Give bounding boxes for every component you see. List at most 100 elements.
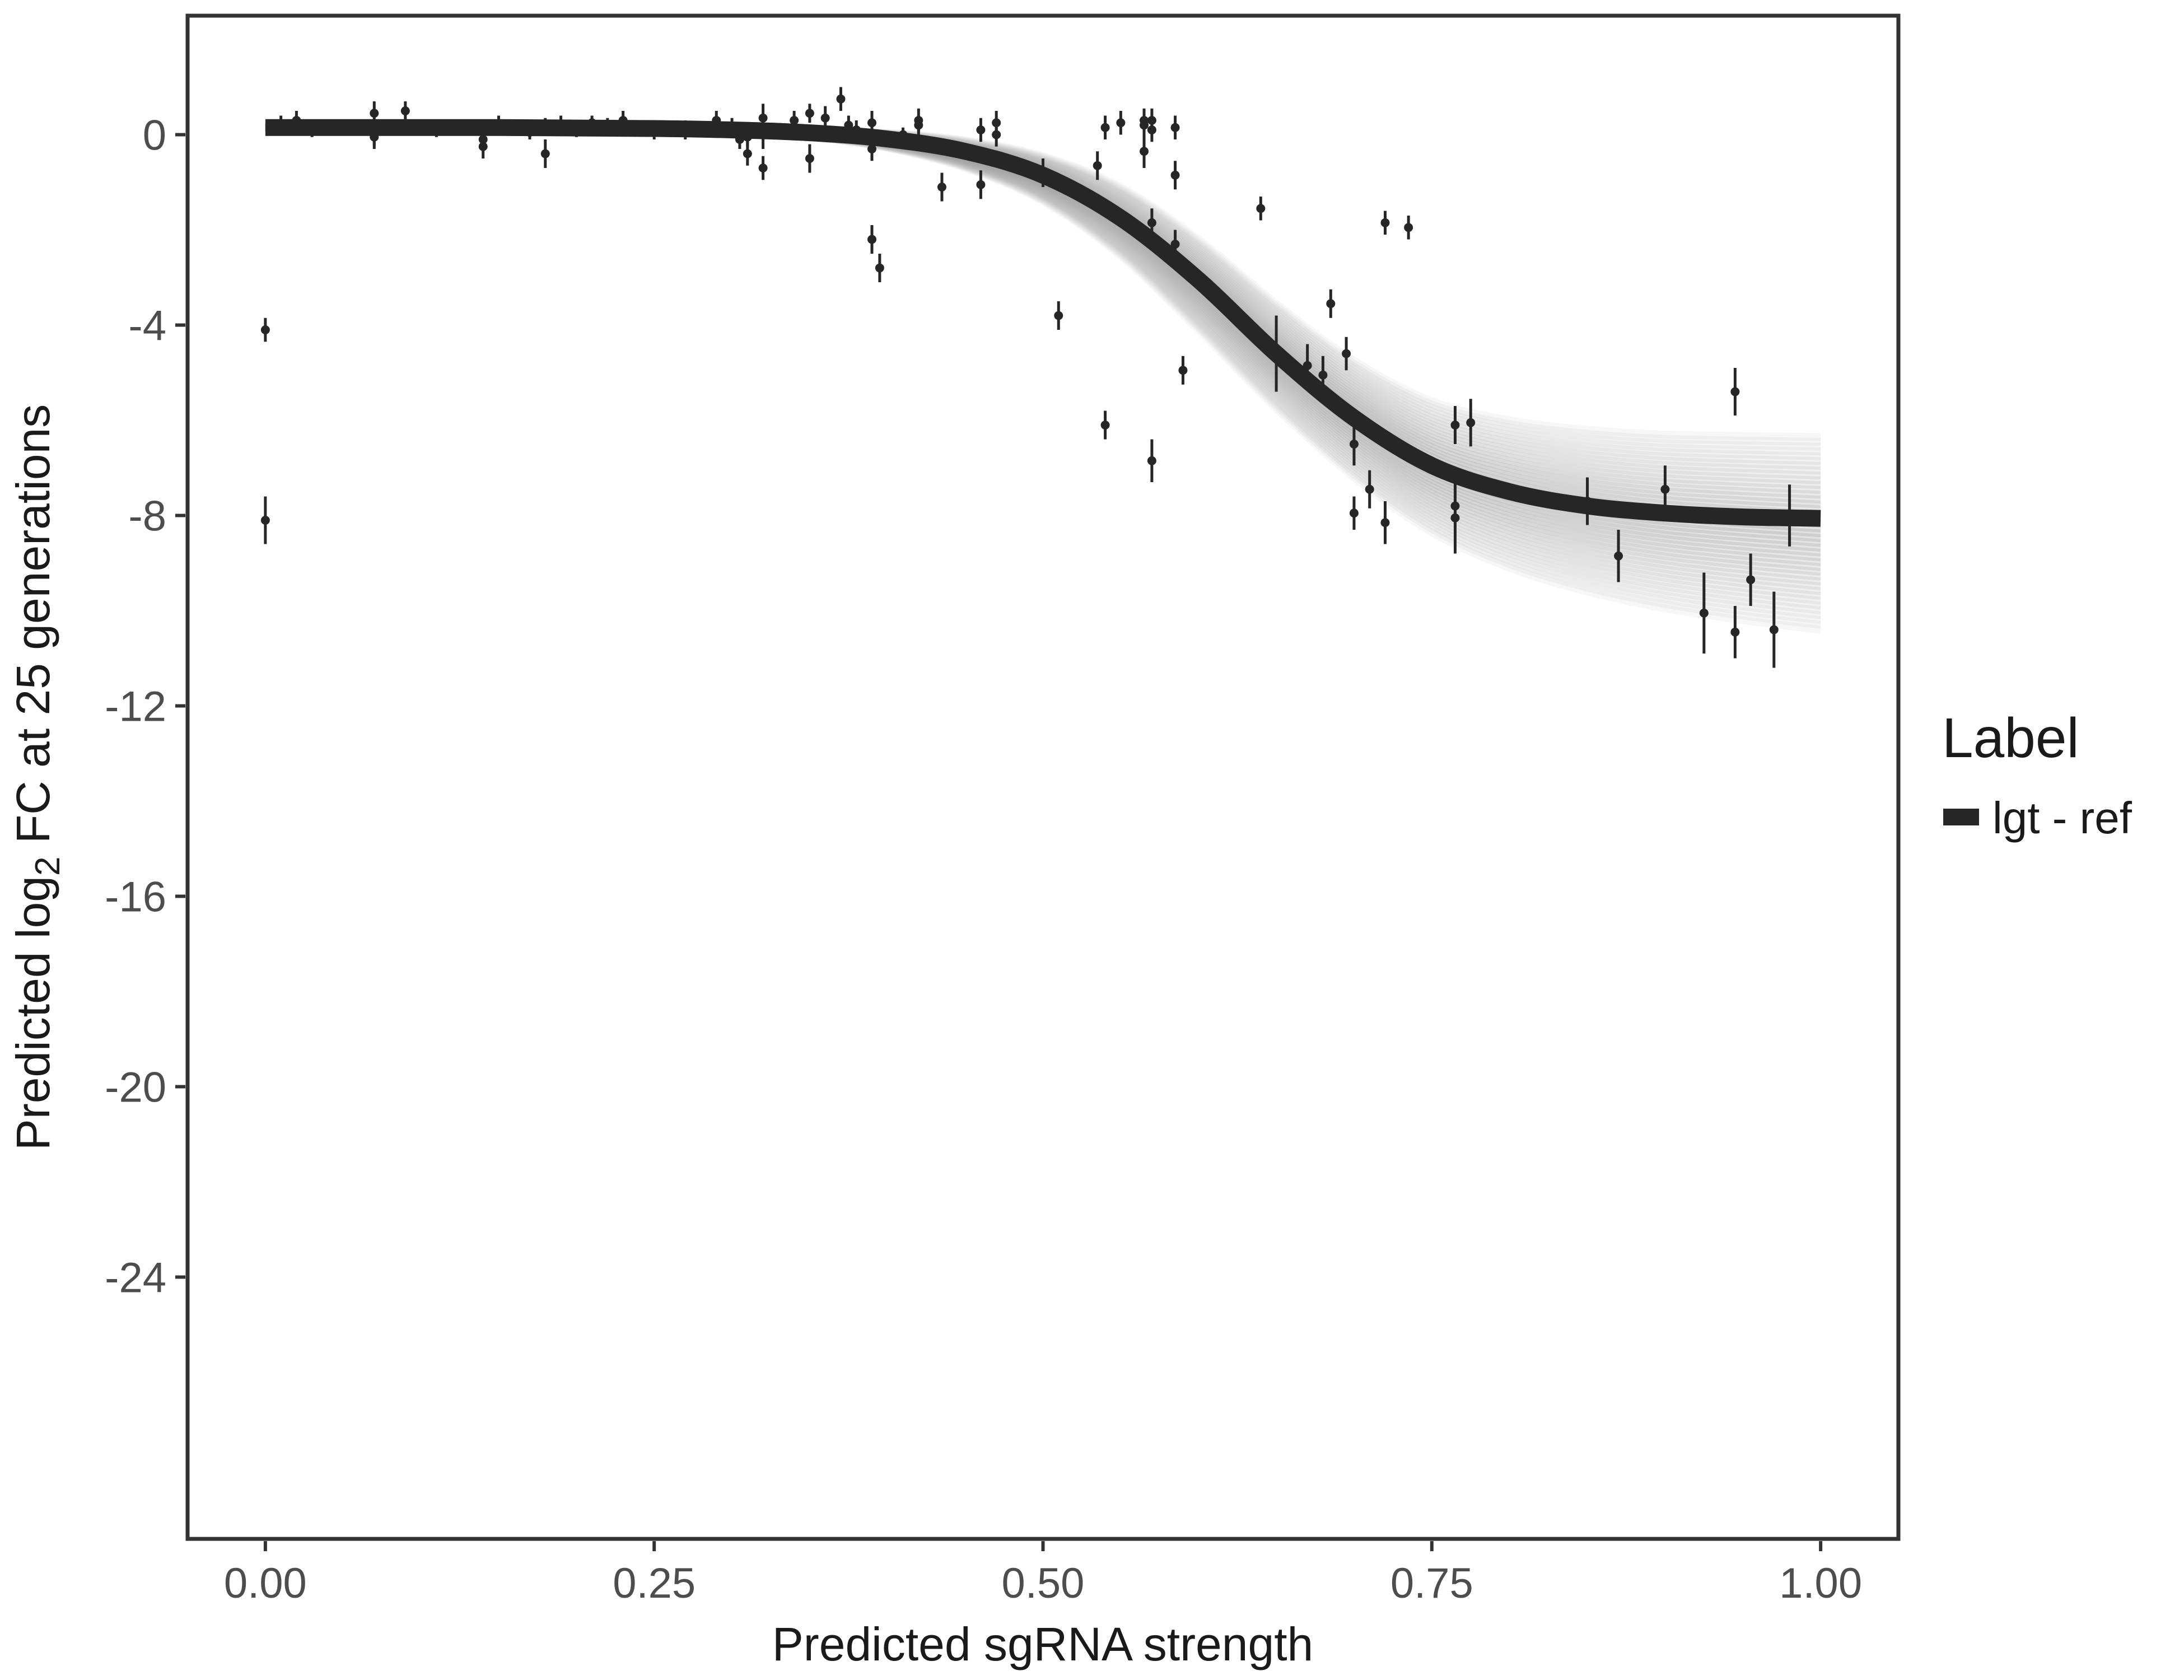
- data-point: [1038, 168, 1048, 178]
- data-point: [540, 149, 550, 158]
- data-point: [276, 120, 286, 130]
- data-point: [836, 94, 846, 104]
- data-point: [852, 125, 861, 134]
- x-tick-label: 0.25: [613, 1560, 696, 1607]
- data-point: [1614, 551, 1623, 561]
- data-point: [370, 109, 379, 118]
- x-axis-title: Predicted sgRNA strength: [772, 1618, 1314, 1670]
- y-axis-title-prefix: Predicted log: [7, 876, 59, 1150]
- fit-curve-layer: [265, 119, 1821, 527]
- data-point: [1380, 218, 1390, 227]
- data-point: [1730, 387, 1740, 396]
- data-point: [650, 125, 659, 134]
- data-point: [758, 113, 768, 123]
- data-point: [292, 116, 301, 125]
- y-tick-label: -20: [105, 1064, 166, 1112]
- data-point: [1699, 608, 1709, 618]
- x-tick-label: 1.00: [1779, 1560, 1862, 1607]
- x-tick-label: 0.75: [1390, 1560, 1473, 1607]
- data-point: [1272, 349, 1281, 358]
- data-point: [1365, 484, 1374, 494]
- data-point: [1256, 204, 1266, 213]
- data-point: [1147, 456, 1156, 465]
- data-point: [1769, 625, 1779, 634]
- legend-title: Label: [1942, 707, 2079, 769]
- data-point: [540, 120, 550, 130]
- y-axis: 0 -4 -8 -12 -16 -20 -24: [105, 112, 185, 1302]
- data-point: [478, 135, 488, 144]
- data-point: [603, 120, 612, 130]
- y-tick-label: 0: [143, 112, 166, 160]
- data-point: [1170, 123, 1180, 132]
- data-points: [260, 94, 1794, 637]
- data-point: [898, 130, 908, 139]
- data-point: [1349, 440, 1359, 449]
- data-point: [790, 116, 799, 125]
- data-point: [844, 120, 853, 130]
- data-point: [805, 154, 814, 163]
- data-point: [1450, 501, 1460, 511]
- data-point: [1170, 170, 1180, 180]
- data-point: [735, 135, 744, 144]
- data-point: [260, 325, 270, 334]
- y-axis-title: Predicted log2 FC at 25 generations: [7, 404, 67, 1151]
- data-point: [1093, 161, 1102, 170]
- data-point: [1404, 223, 1413, 232]
- data-point: [1349, 508, 1359, 518]
- data-point: [1583, 497, 1592, 506]
- data-point: [494, 120, 503, 130]
- data-point: [867, 144, 876, 153]
- x-axis: 0.00 0.25 0.50 0.75 1.00: [224, 1541, 1862, 1607]
- data-point: [1318, 370, 1328, 380]
- data-point: [1116, 118, 1126, 128]
- y-axis-title-suffix: FC at 25 generations: [7, 404, 59, 857]
- data-point: [743, 149, 752, 158]
- data-point: [1147, 218, 1156, 227]
- data-point: [525, 128, 534, 137]
- data-point: [1326, 299, 1336, 309]
- data-point: [1466, 418, 1476, 427]
- data-point: [1730, 627, 1740, 637]
- data-point: [1380, 518, 1390, 528]
- data-point: [1100, 421, 1110, 430]
- data-point: [1342, 349, 1351, 358]
- data-point: [1100, 123, 1110, 132]
- data-point: [1054, 311, 1063, 320]
- legend-label: lgt - ref: [1992, 793, 2132, 843]
- data-point: [805, 109, 814, 118]
- data-point: [1147, 116, 1156, 125]
- data-point: [370, 132, 379, 142]
- data-point: [758, 164, 768, 172]
- data-point: [867, 235, 876, 244]
- data-point: [1178, 366, 1188, 375]
- data-point: [976, 125, 986, 134]
- data-point: [680, 125, 690, 134]
- data-point: [1450, 513, 1460, 522]
- data-point: [1660, 484, 1670, 494]
- data-point: [937, 183, 946, 192]
- data-point: [743, 132, 752, 142]
- data-point: [1140, 120, 1149, 130]
- data-point: [1303, 361, 1312, 370]
- data-point: [260, 516, 270, 525]
- data-point: [1147, 125, 1156, 134]
- data-point: [478, 142, 488, 151]
- data-point: [1170, 240, 1180, 249]
- data-point: [914, 120, 923, 130]
- legend: Label lgt - ref: [1942, 707, 2132, 843]
- y-tick-label: -16: [105, 874, 166, 921]
- data-point: [976, 180, 986, 189]
- data-point: [307, 125, 317, 134]
- data-point: [820, 113, 830, 123]
- data-point: [727, 123, 737, 132]
- data-point: [400, 106, 410, 115]
- legend-key: [1943, 809, 1979, 825]
- data-point: [992, 130, 1001, 139]
- data-point: [1785, 511, 1794, 520]
- panel-border: [185, 13, 1901, 1541]
- data-point: [1450, 421, 1460, 430]
- data-point: [1140, 147, 1149, 156]
- data-point: [587, 118, 597, 128]
